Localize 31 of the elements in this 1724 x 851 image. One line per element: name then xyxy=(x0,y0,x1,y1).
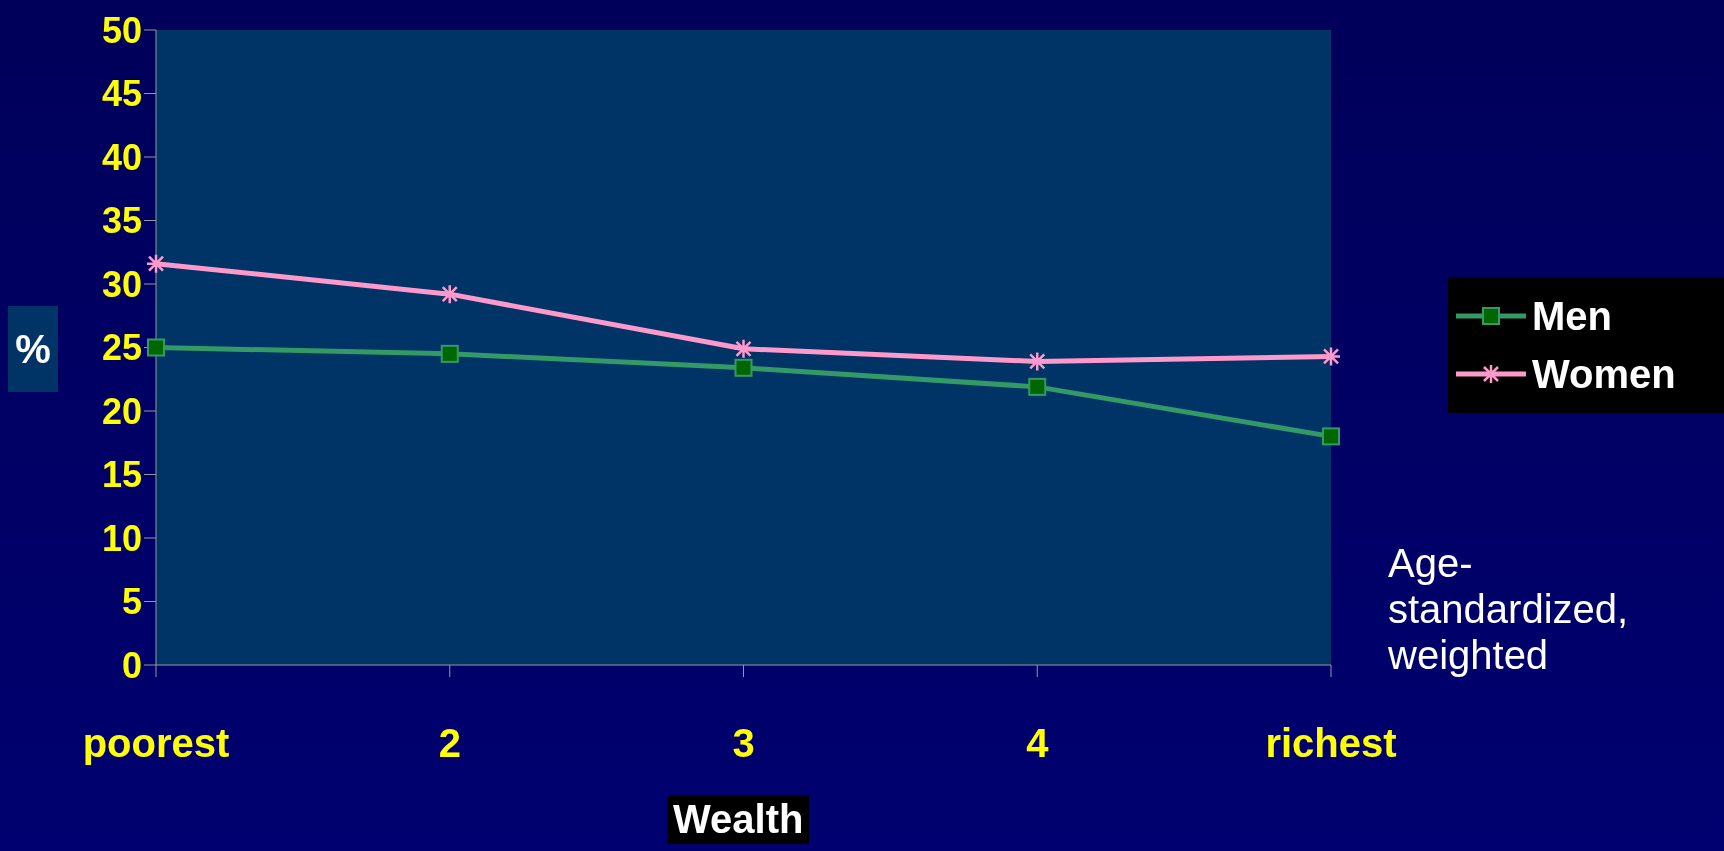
point xyxy=(1027,351,1048,372)
x-tick-label: richest xyxy=(1265,721,1397,766)
legend-label: Men xyxy=(1532,293,1612,339)
y-tick-label: 15 xyxy=(101,454,142,496)
point xyxy=(734,358,753,377)
point xyxy=(439,283,460,305)
point xyxy=(1028,377,1047,396)
point xyxy=(1322,427,1340,446)
y-axis-title: % xyxy=(8,306,58,392)
x-tick-label: 4 xyxy=(1026,721,1050,766)
y-tick-label: 45 xyxy=(101,73,142,115)
y-tick-label: 35 xyxy=(101,200,142,242)
text: Age-standardized, weighted xyxy=(1388,540,1630,678)
y-tick-label: 20 xyxy=(101,390,142,432)
y-tick-label: 40 xyxy=(101,136,142,178)
y-tick-label: 50 xyxy=(101,9,142,51)
y-tick-label: 5 xyxy=(121,581,142,623)
x-tick-label: 3 xyxy=(732,721,755,766)
x-tick-label: poorest xyxy=(82,721,230,766)
point xyxy=(147,338,165,357)
point xyxy=(1320,346,1342,367)
legend-label: Women xyxy=(1532,351,1676,397)
point xyxy=(145,253,167,274)
x-tick-label: 2 xyxy=(438,721,461,766)
y-tick-label: 10 xyxy=(101,517,142,559)
point xyxy=(733,338,754,360)
y-tick-label: 30 xyxy=(101,263,142,305)
point xyxy=(440,344,459,363)
y-tick-label: 25 xyxy=(101,327,142,369)
y-tick-label: 0 xyxy=(121,644,142,686)
x-axis-title: Wealth xyxy=(667,795,810,844)
